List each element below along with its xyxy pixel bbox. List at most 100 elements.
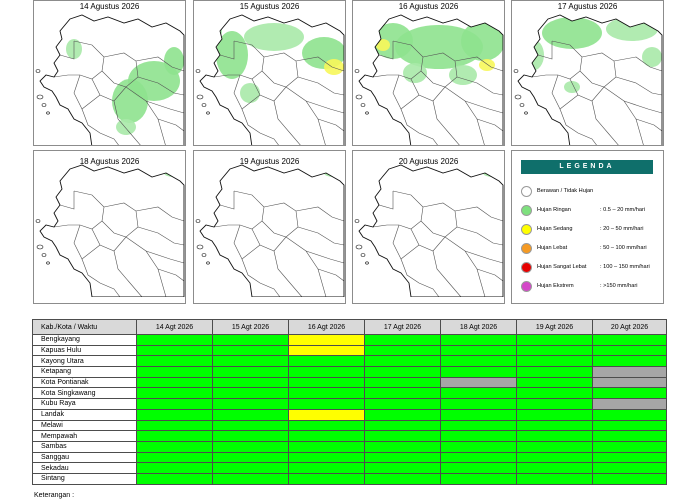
island xyxy=(41,253,47,257)
forecast-cell xyxy=(516,408,593,421)
forecast-cell xyxy=(364,430,441,442)
legend-swatch xyxy=(521,224,532,235)
forecast-cell xyxy=(212,344,289,357)
forecast-cell xyxy=(516,355,593,368)
forecast-cell xyxy=(516,419,593,432)
forecast-cell xyxy=(364,366,441,378)
forecast-cell xyxy=(212,334,289,346)
forecast-cell xyxy=(592,451,667,464)
region-column-header: Kab./Kota / Waktu xyxy=(32,319,137,335)
regency-boundary xyxy=(559,108,597,145)
rainfall-area xyxy=(403,63,427,83)
regency-boundary xyxy=(59,191,75,210)
regency-boundary xyxy=(392,190,424,230)
regency-boundary xyxy=(551,40,583,80)
table-row: Sambas xyxy=(32,440,667,453)
regency-boundary xyxy=(295,206,345,222)
regency-boundary xyxy=(297,76,345,96)
regency-boundary xyxy=(603,86,644,145)
forecast-cell xyxy=(364,355,441,368)
island xyxy=(355,94,363,100)
forecast-cell xyxy=(364,440,441,453)
regency-boundary xyxy=(551,74,579,110)
forecast-cell xyxy=(516,462,593,474)
forecast-cell xyxy=(516,451,593,464)
regency-boundary xyxy=(432,250,462,297)
legend-label: Hujan Ekstrem xyxy=(537,283,574,289)
rainfall-area xyxy=(483,169,503,177)
regency-boundary xyxy=(73,190,105,230)
province-outline xyxy=(199,164,345,297)
map-title: 19 Agustus 2026 xyxy=(239,157,300,166)
forecast-cell xyxy=(288,344,365,357)
regency-boundary xyxy=(285,236,327,297)
forecast-cell xyxy=(288,376,365,389)
legend-label: Hujan Lebat xyxy=(537,245,568,251)
province-map xyxy=(35,14,185,145)
region-name: Sekadau xyxy=(32,462,137,474)
forecast-cell xyxy=(592,355,667,368)
legend-item: Hujan Sangat Lebat : 100 – 150 mm/hari xyxy=(521,262,661,274)
regency-boundary xyxy=(73,40,105,80)
regency-boundary xyxy=(91,78,127,102)
regency-boundary xyxy=(392,74,420,110)
regency-boundary xyxy=(400,108,438,145)
rainfall-area xyxy=(164,169,184,177)
forecast-cell xyxy=(592,462,667,474)
province-map xyxy=(195,14,345,145)
table-row: Ketapang xyxy=(32,366,667,378)
rainfall-area xyxy=(240,83,260,103)
forecast-cell xyxy=(516,430,593,442)
province-map xyxy=(354,164,504,297)
forecast-cell xyxy=(288,440,365,453)
forecast-cell xyxy=(440,408,517,421)
forecast-cell xyxy=(364,334,441,346)
forecast-cell xyxy=(364,419,441,432)
regency-boundary xyxy=(444,236,486,297)
rainfall-area xyxy=(520,39,544,71)
forecast-cell xyxy=(592,408,667,421)
island xyxy=(206,261,210,265)
forecast-cell xyxy=(592,472,667,485)
rainfall-area xyxy=(116,119,136,135)
forecast-cell xyxy=(136,419,213,432)
legend-swatch xyxy=(521,262,532,273)
legend-item: Hujan Lebat : 50 – 100 mm/hari xyxy=(521,243,661,255)
table-row: Kapuas Hulu xyxy=(32,344,667,357)
province-landmass xyxy=(518,15,662,145)
map-panel-day3: 16 Agustus 2026 xyxy=(352,0,505,146)
regency-boundary xyxy=(125,86,166,145)
region-name: Sambas xyxy=(32,440,137,453)
forecast-cell xyxy=(364,451,441,464)
table-row: Kota Singkawang xyxy=(32,387,667,400)
island xyxy=(354,69,360,73)
regency-boundary xyxy=(91,228,127,252)
map-title: 16 Agustus 2026 xyxy=(398,2,459,11)
regency-boundary xyxy=(400,258,440,297)
regency-boundary xyxy=(591,100,619,145)
forecast-cell xyxy=(364,387,441,400)
forecast-cell xyxy=(592,334,667,346)
forecast-cell xyxy=(288,408,365,421)
island xyxy=(360,253,366,257)
regency-boundary xyxy=(53,74,80,78)
region-name: Ketapang xyxy=(32,366,137,378)
legend-item: Hujan Ringan : 0.5 – 20 mm/hari xyxy=(521,205,661,217)
forecast-cell xyxy=(516,472,593,485)
forecast-cell xyxy=(440,440,517,453)
regency-boundary xyxy=(378,41,394,60)
province-outline xyxy=(517,14,663,145)
regency-boundary xyxy=(432,100,460,145)
rainfall-area xyxy=(479,59,495,71)
forecast-cell xyxy=(440,355,517,368)
regency-boundary xyxy=(145,250,185,264)
forecast-cell xyxy=(364,408,441,421)
forecast-cell xyxy=(516,387,593,400)
island xyxy=(46,111,50,115)
island xyxy=(195,69,201,73)
region-name: Kota Pontianak xyxy=(32,376,137,389)
regency-boundary xyxy=(623,100,663,114)
forecast-cell xyxy=(440,430,517,442)
rainfall-area xyxy=(642,47,662,67)
table-note: Keterangan : xyxy=(34,492,75,499)
